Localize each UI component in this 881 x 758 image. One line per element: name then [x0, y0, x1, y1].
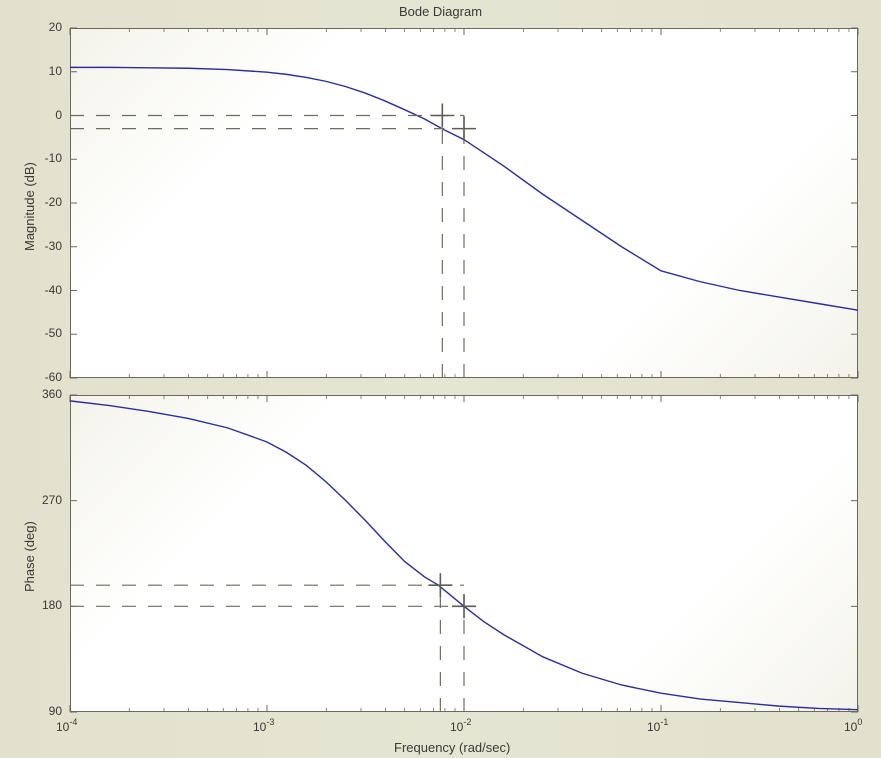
xtick: 10-1 [647, 718, 668, 734]
bode-diagram: Bode Diagram -60 -50 -40 -30 -20 -10 0 10 20 90 180… [0, 0, 881, 758]
magnitude-ytick: -20 [45, 195, 62, 209]
phase-ytick: 180 [42, 598, 62, 612]
magnitude-ytick: -60 [45, 370, 62, 384]
magnitude-ytick: -30 [45, 239, 62, 253]
xtick: 10-3 [253, 718, 274, 734]
chart-title: Bode Diagram [0, 4, 881, 19]
phase-ytick: 360 [42, 387, 62, 401]
phase-svg [70, 395, 858, 712]
magnitude-ytick: -10 [45, 151, 62, 165]
xtick: 10-2 [450, 718, 471, 734]
magnitude-ytick: -50 [45, 326, 62, 340]
phase-ytick: 270 [42, 493, 62, 507]
magnitude-ytick: 0 [55, 108, 62, 122]
magnitude-ytick: -40 [45, 283, 62, 297]
xtick: 100 [844, 718, 862, 734]
magnitude-ylabel: Magnitude (dB) [22, 162, 37, 251]
xtick: 10-4 [56, 718, 77, 734]
magnitude-svg [70, 28, 858, 378]
phase-ylabel: Phase (deg) [22, 521, 37, 592]
magnitude-ytick: 10 [49, 64, 62, 78]
phase-ytick: 90 [49, 704, 62, 718]
magnitude-ytick: 20 [49, 20, 62, 34]
xlabel: Frequency (rad/sec) [394, 740, 510, 755]
